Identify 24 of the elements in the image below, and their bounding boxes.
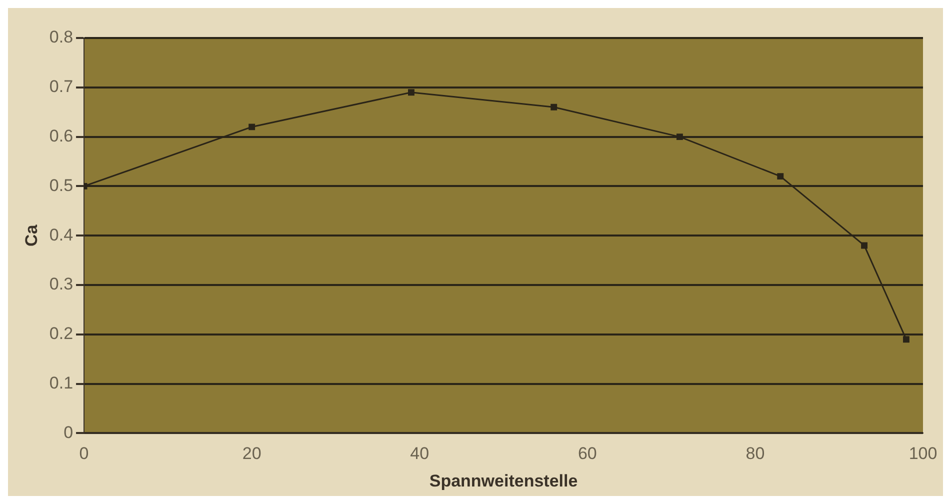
point (550, 104, 558, 110)
x-tick-label: 0 (79, 444, 89, 464)
y-tick-label: 0.3 (49, 274, 74, 294)
x-tick-label: 20 (242, 444, 262, 464)
y-tick-label: 0.1 (49, 373, 74, 392)
point (902, 336, 910, 343)
point (248, 124, 256, 130)
point (676, 134, 683, 140)
y-tick-label: 0 (64, 422, 74, 442)
y-tick-label: 0.4 (49, 225, 74, 244)
y-tick-label: 0.8 (49, 28, 74, 47)
x-tick-label: 100 (908, 444, 938, 464)
point (777, 173, 784, 180)
point (861, 242, 868, 249)
x-axis-title: Spannweitenstelle (429, 471, 578, 490)
x-tick-label: 60 (578, 444, 597, 464)
y-tick-label: 0.6 (49, 126, 74, 146)
x-tick-label: 40 (410, 444, 430, 464)
x-tick-label: 80 (746, 444, 765, 464)
y-axis-title: Ca (22, 224, 41, 246)
y-tick-label: 0.2 (49, 324, 74, 344)
y-tick-label: 0.7 (49, 77, 74, 96)
y-tick-label: 0.5 (49, 176, 74, 195)
point (408, 89, 414, 96)
